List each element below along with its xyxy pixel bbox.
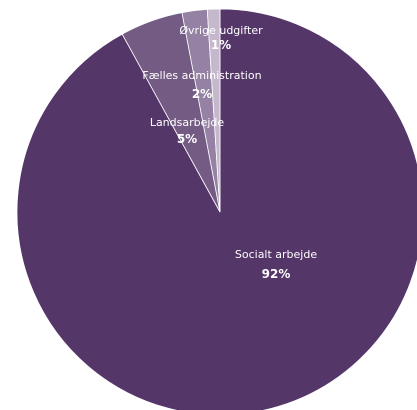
pie-slice-socialt-arbejde	[16, 8, 417, 410]
slice-value-1: 5%	[177, 132, 197, 146]
labels-layer: Socialt arbejde 92% Landsarbejde 5% Fælles a…	[142, 24, 317, 281]
slice-value-0: 92%	[262, 267, 291, 281]
pie-slice-øvrige-udgifter	[206, 8, 221, 213]
slices-layer	[16, 8, 417, 410]
slice-label-3: Øvrige udgifter	[179, 24, 263, 37]
slice-label-1: Landsarbejde	[150, 116, 225, 129]
slice-value-3: 1%	[211, 38, 231, 52]
slice-label-2: Fælles administration	[142, 69, 261, 82]
slice-value-2: 2%	[192, 87, 212, 101]
slice-label-0: Socialt arbejde	[235, 248, 317, 261]
